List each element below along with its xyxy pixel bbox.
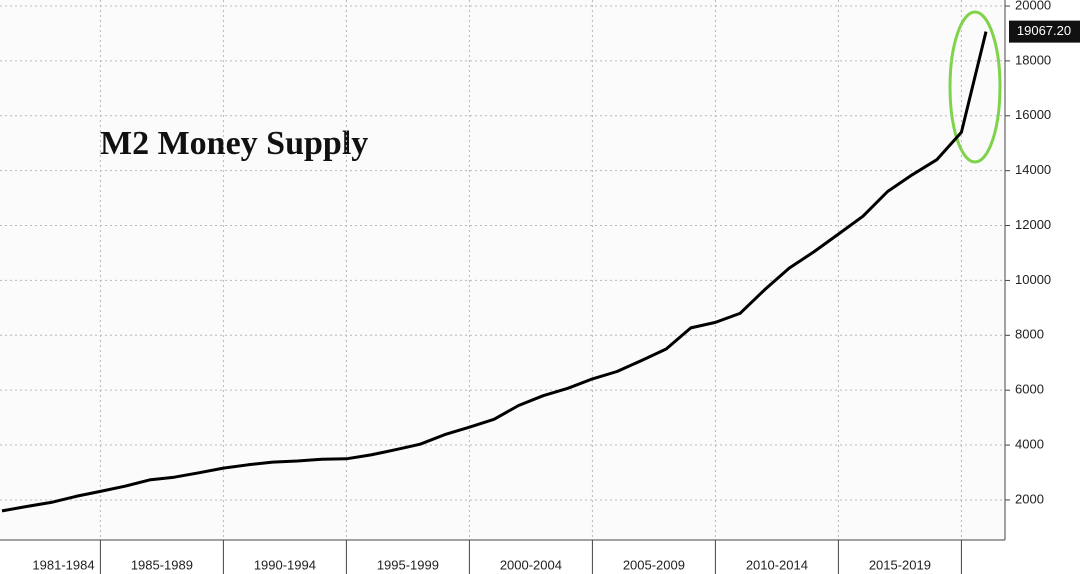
chart-title: M2 Money Supply (100, 125, 368, 162)
value-label-box (1009, 20, 1080, 43)
value-label: 19067.20 (1017, 23, 1071, 38)
plot-area (0, 0, 1005, 540)
x-tick-label: 1995-1999 (377, 557, 439, 572)
line-series (1, 31, 988, 513)
y-tick-label: 12000 (1015, 217, 1051, 232)
y-tick-label: 14000 (1015, 162, 1051, 177)
y-tick-label: 6000 (1015, 382, 1044, 397)
y-tick-label: 20000 (1015, 0, 1051, 12)
x-tick-label: 1990-1994 (254, 557, 316, 572)
y-tick-label: 2000 (1015, 491, 1044, 506)
y-tick-label: 16000 (1015, 107, 1051, 122)
y-tick-label: 8000 (1015, 327, 1044, 342)
highlight-ellipse (948, 10, 1002, 164)
x-tick-label: 1985-1989 (131, 557, 193, 572)
x-tick-label: 2015-2019 (869, 557, 931, 572)
x-tick-label: 2000-2004 (500, 557, 562, 572)
y-tick-label: 10000 (1015, 272, 1051, 287)
y-tick-label: 4000 (1015, 436, 1044, 451)
y-tick-label: 18000 (1015, 52, 1051, 67)
x-tick-label: 1981-1984 (32, 557, 94, 572)
x-tick-label: 2010-2014 (746, 557, 808, 572)
x-tick-label: 2005-2009 (623, 557, 685, 572)
